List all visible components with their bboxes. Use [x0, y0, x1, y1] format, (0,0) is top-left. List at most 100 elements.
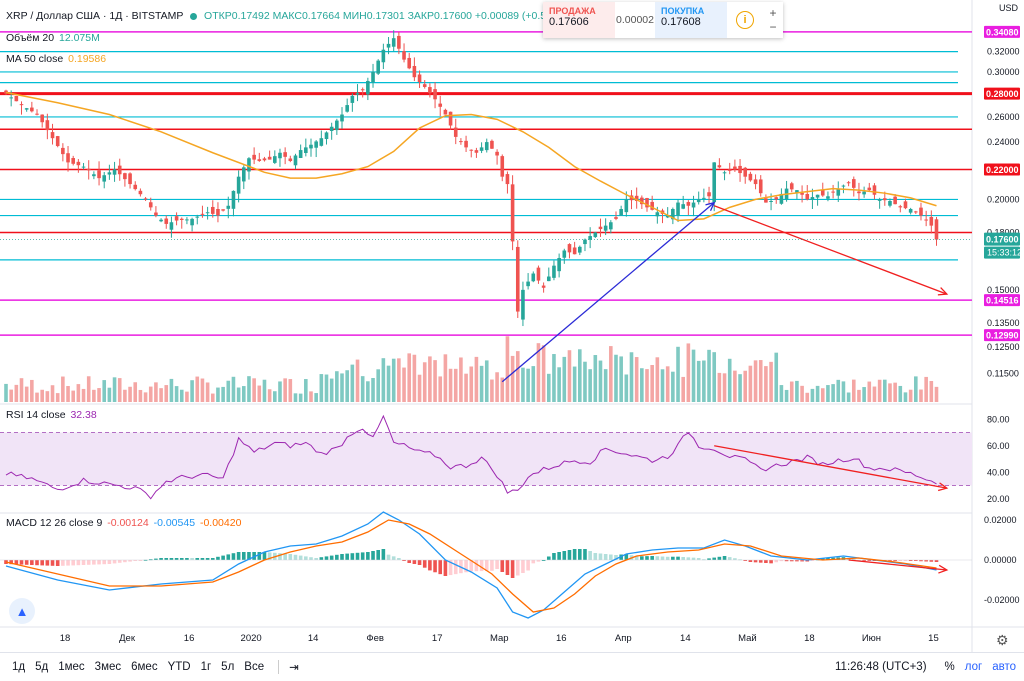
- candle-body: [376, 60, 380, 74]
- volume-bar: [174, 386, 179, 402]
- macd-histogram-bar: [448, 560, 453, 576]
- candle-body: [216, 209, 220, 216]
- volume-bar: [329, 378, 334, 402]
- timeframe-4[interactable]: 6мес: [131, 661, 158, 673]
- trendline-red[interactable]: [848, 559, 947, 571]
- trendline-arrowhead: [937, 482, 949, 492]
- candle-body: [159, 219, 163, 222]
- candle-body: [350, 95, 355, 103]
- candle-body: [546, 276, 551, 282]
- macd-histogram-bar: [469, 560, 474, 572]
- buy-button[interactable]: ПОКУПКА 0.17608: [655, 2, 727, 38]
- macd-histogram-bar: [138, 560, 143, 561]
- macd-histogram-bar: [319, 557, 324, 560]
- volume-bar: [231, 376, 236, 402]
- macd-histogram-bar: [888, 560, 892, 561]
- macd-histogram-bar: [35, 560, 39, 566]
- clock[interactable]: 11:26:48 (UTC+3): [835, 661, 927, 673]
- volume-bar: [283, 378, 287, 402]
- volume-bar: [867, 381, 872, 402]
- volume-bar: [908, 389, 913, 402]
- candle-body: [298, 150, 303, 158]
- trendline-blue[interactable]: [501, 202, 715, 383]
- timeframe-2[interactable]: 1мес: [58, 661, 85, 673]
- trendline-red[interactable]: [714, 445, 947, 489]
- volume-bar: [355, 359, 360, 402]
- chart-canvas[interactable]: 0.32000 0.30000 0.26000 0.24000 0.20000 0.180…: [0, 0, 1024, 652]
- macd-histogram-bar: [696, 558, 701, 560]
- candle-body: [929, 216, 934, 226]
- macd-histogram-bar: [578, 549, 582, 560]
- candle-body: [174, 216, 179, 221]
- candle-body: [247, 158, 251, 172]
- tradingview-logo-icon[interactable]: ▲: [9, 598, 35, 624]
- timeframe-1[interactable]: 5д: [35, 661, 49, 673]
- candle-body: [572, 247, 577, 255]
- volume-bar: [743, 370, 748, 402]
- auto-toggle[interactable]: авто: [992, 661, 1016, 673]
- macd-histogram-bar: [665, 556, 670, 560]
- level-badge: [984, 329, 1020, 342]
- macd-histogram-bar: [407, 560, 412, 563]
- volume-bar: [784, 389, 789, 402]
- info-icon: i: [736, 11, 754, 29]
- macd-histogram-bar: [903, 560, 908, 561]
- candle-body: [252, 154, 256, 160]
- macd-histogram-bar: [226, 554, 231, 560]
- volume-bar: [154, 382, 158, 402]
- volume-bar: [164, 385, 169, 402]
- macd-histogram-bar: [464, 560, 468, 573]
- candle-body: [448, 111, 453, 126]
- candle-body: [24, 108, 29, 110]
- zoom-out-button[interactable]: −: [769, 20, 777, 34]
- price-tick-label: 0.20000: [987, 194, 1020, 204]
- candle-body: [309, 144, 313, 149]
- candle-body: [397, 35, 401, 49]
- timeframe-3[interactable]: 3мес: [94, 661, 122, 673]
- macd-histogram-bar: [412, 560, 417, 564]
- macd-histogram-bar: [293, 554, 298, 560]
- candle-body: [360, 89, 365, 91]
- candle-body: [345, 105, 349, 112]
- macd-histogram-bar: [314, 558, 318, 560]
- volume-bar: [107, 387, 112, 402]
- macd-histogram-bar: [14, 560, 19, 565]
- info-button[interactable]: i: [727, 2, 763, 38]
- price-tick-label: 0.30000: [987, 67, 1020, 77]
- volume-bar: [882, 379, 887, 402]
- macd-histogram-bar: [76, 560, 81, 566]
- log-toggle[interactable]: лог: [964, 661, 983, 673]
- calendar-range-icon[interactable]: ⇥: [278, 660, 299, 674]
- volume-bar: [386, 365, 391, 402]
- candle-body: [107, 172, 112, 175]
- volume-bar: [50, 385, 55, 402]
- timeframe-0[interactable]: 1д: [12, 661, 26, 673]
- rsi-tick-label: 20.00: [987, 494, 1010, 504]
- macd-histogram-bar: [133, 560, 138, 561]
- candle-body: [789, 183, 794, 190]
- candle-body: [826, 196, 830, 199]
- timeframe-6[interactable]: 1г: [200, 661, 212, 673]
- timeframe-8[interactable]: Все: [244, 661, 265, 673]
- candle-body: [733, 166, 737, 170]
- volume-bar: [862, 387, 866, 402]
- time-tick-label: 2020: [241, 633, 262, 644]
- percent-toggle[interactable]: %: [944, 661, 955, 673]
- spread-value: 0.00002: [616, 14, 654, 26]
- price-tick-label: 0.15000: [987, 285, 1020, 295]
- volume-bar: [252, 378, 256, 402]
- macd-histogram-bar: [810, 560, 815, 561]
- timeframe-7[interactable]: 5л: [221, 661, 235, 673]
- macd-signal-line: [5, 519, 937, 613]
- volume-bar: [433, 360, 437, 402]
- candle-body: [474, 150, 479, 153]
- trendline-red[interactable]: [713, 205, 948, 295]
- zoom-in-button[interactable]: +: [769, 6, 777, 20]
- gear-icon[interactable]: ⚙: [996, 632, 1009, 648]
- timeframe-5[interactable]: YTD: [167, 661, 191, 673]
- trade-panel: ПРОДАЖА 0.17606 0.00002 ПОКУПКА 0.17608 …: [543, 2, 783, 38]
- macd-histogram-bar: [417, 560, 422, 565]
- sell-button[interactable]: ПРОДАЖА 0.17606: [543, 2, 615, 38]
- volume-bar: [179, 389, 184, 402]
- trendline-arrowhead: [937, 287, 949, 296]
